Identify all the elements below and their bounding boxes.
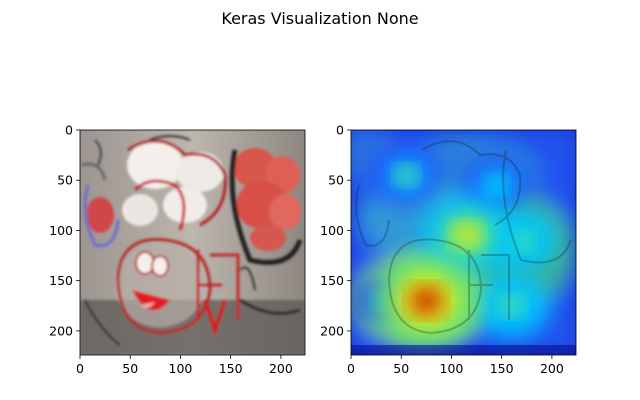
right-y-tick-label: 150 [320, 273, 344, 288]
figure-title: Keras Visualization None [221, 9, 418, 28]
heatmap-hotspot [487, 177, 507, 194]
left-y-tick-label: 50 [57, 173, 73, 188]
right-y-tick-label: 0 [336, 123, 344, 138]
right-x-tick-label: 100 [440, 361, 464, 376]
left-y-tick-label: 150 [49, 273, 73, 288]
left-x-tick-label: 200 [269, 361, 293, 376]
left-x-tick-label: 100 [169, 361, 193, 376]
right-x-tick-label: 0 [347, 361, 355, 376]
right-x-tick-label: 50 [393, 361, 409, 376]
left-x-tick-label: 0 [76, 361, 84, 376]
right-x-tick-label: 200 [540, 361, 564, 376]
right-axes-frame [350, 129, 577, 356]
left-x-tick-label: 150 [219, 361, 243, 376]
heatmap-hotspot [396, 166, 417, 184]
left-axis-ticks: 0 50 100 150 200 0 50 100 150 200 [49, 123, 293, 377]
left-y-tick-label: 200 [49, 323, 73, 338]
left-axes-frame [79, 129, 306, 356]
heatmap-hotspot [511, 231, 533, 250]
left-x-tick-label: 50 [122, 361, 138, 376]
heatmap-hotspot [453, 223, 480, 248]
left-y-tick-label: 100 [49, 223, 73, 238]
right-heatmap-panel: 0 50 100 150 200 0 50 100 150 200 [320, 123, 577, 377]
right-axis-ticks: 0 50 100 150 200 0 50 100 150 200 [320, 123, 564, 377]
right-y-tick-label: 100 [320, 223, 344, 238]
right-y-tick-label: 200 [320, 323, 344, 338]
left-image-panel: 0 50 100 150 200 0 50 100 150 200 [49, 123, 306, 377]
right-y-tick-label: 50 [328, 173, 344, 188]
heatmap-hotspot [410, 287, 442, 315]
right-x-tick-label: 150 [490, 361, 514, 376]
left-y-tick-label: 0 [65, 123, 73, 138]
heatmap-hotspot [500, 296, 523, 316]
